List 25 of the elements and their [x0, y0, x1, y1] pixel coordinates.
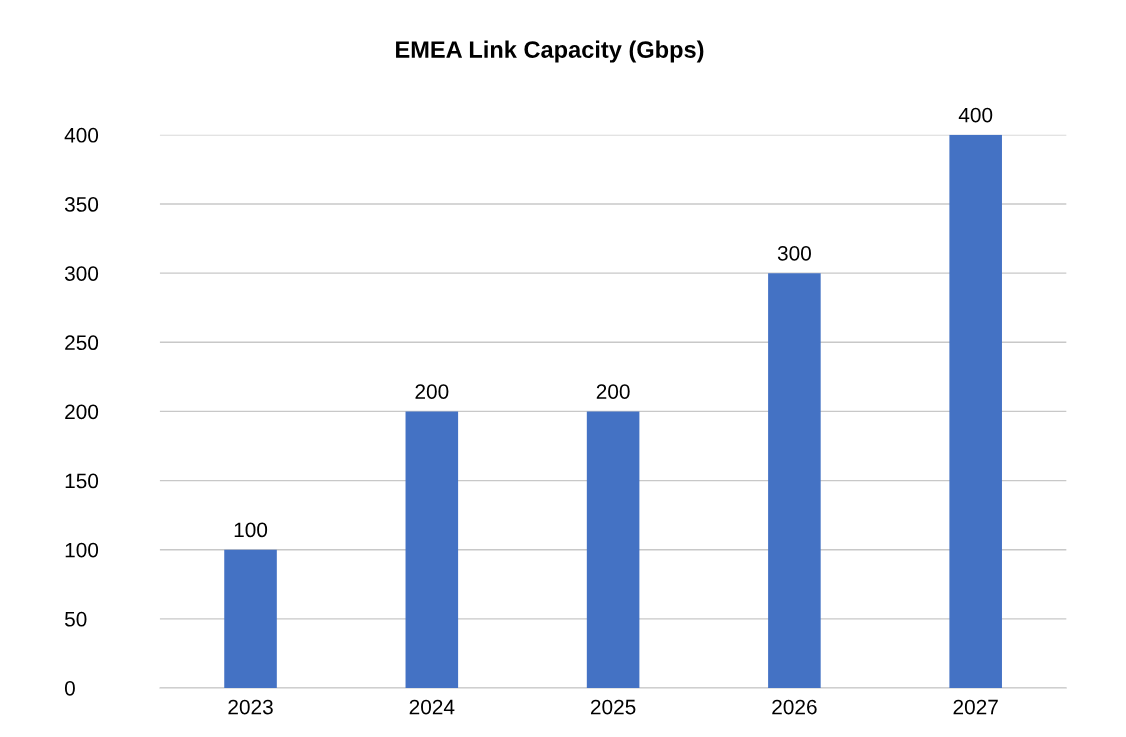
- bar: [586, 411, 640, 688]
- y-tick-label: 150: [65, 473, 99, 489]
- chart-title: EMEA Link Capacity (Gbps): [396, 40, 704, 63]
- x-tick-label: 2023: [228, 699, 273, 715]
- data-label: 400: [958, 107, 993, 123]
- y-tick-label: 300: [64, 266, 99, 281]
- y-tick-label: 250: [65, 335, 99, 351]
- data-label: 200: [596, 384, 630, 399]
- data-label: 300: [777, 245, 811, 261]
- x-tick-label: 2025: [590, 699, 636, 715]
- bar: [949, 134, 1002, 688]
- data-label: 100: [234, 522, 268, 538]
- bar: [224, 549, 277, 688]
- y-tick-label: 50: [64, 611, 87, 627]
- x-tick-label: 2024: [409, 699, 455, 715]
- y-tick-label: 0: [64, 680, 75, 696]
- x-tick-label: 2026: [772, 699, 817, 715]
- y-tick-label: 200: [65, 404, 99, 420]
- bar: [768, 273, 821, 688]
- y-tick-label: 350: [64, 197, 99, 212]
- data-label: 200: [415, 384, 449, 399]
- bar: [405, 411, 459, 688]
- y-tick-label: 400: [64, 127, 99, 143]
- y-tick-label: 100: [65, 542, 99, 558]
- x-tick-label: 2027: [953, 699, 998, 715]
